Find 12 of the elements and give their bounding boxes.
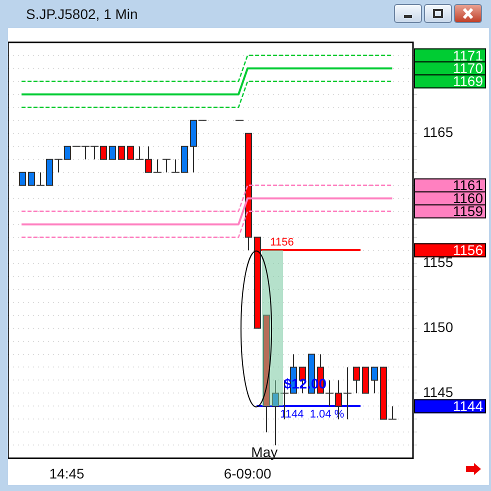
y-tick-label: 1145 — [423, 384, 454, 400]
chart-title: S.JP.J5802, 1 Min — [26, 6, 138, 22]
x-tick-label: 6-09:00 — [224, 465, 272, 482]
y-tick-label: 1155 — [423, 254, 454, 270]
ref-line-label: 1156 — [270, 236, 294, 249]
annotation: $12.00 — [284, 375, 327, 392]
text: 1156 — [452, 242, 484, 258]
y-tick-label: 1165 — [423, 124, 454, 140]
annotation: May — [251, 444, 278, 460]
y-tick-label: 1150 — [423, 319, 454, 336]
x-tick-label: 14:45 — [49, 465, 84, 482]
text: 1144 — [452, 398, 484, 414]
